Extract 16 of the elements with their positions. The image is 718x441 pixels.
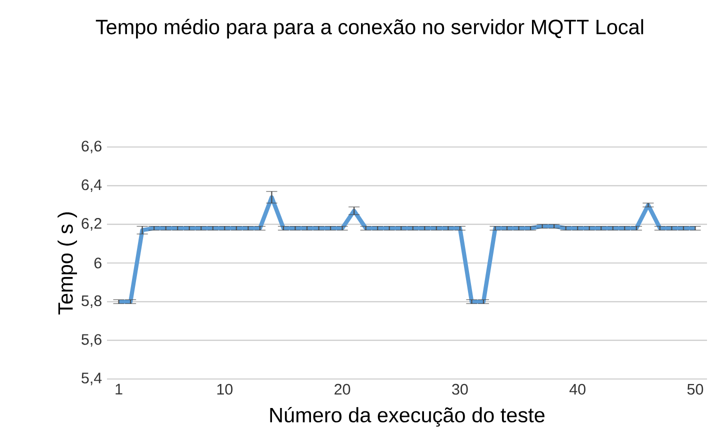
y-tick-label: 6,6 — [82, 140, 102, 154]
x-tick-label: 10 — [217, 384, 233, 395]
y-tick-label: 6,4 — [82, 179, 102, 192]
x-tick-label: 30 — [452, 384, 468, 395]
y-tick-label: 5,6 — [82, 334, 102, 347]
y-tick-label: 6,2 — [82, 218, 102, 231]
x-tick-label: 20 — [334, 384, 350, 395]
y-tick-label: 6 — [94, 258, 102, 268]
x-tick-label: 50 — [687, 384, 704, 395]
y-axis-title: Tempo ( s ) — [58, 212, 77, 314]
chart-title: Tempo médio para para a conexão no servidor MQTT Local — [96, 18, 644, 38]
x-tick-label: 1 — [116, 384, 122, 394]
x-tick-label: 40 — [569, 384, 586, 395]
y-tick-label: 5,4 — [82, 372, 102, 386]
x-axis-title: Número da execução do teste — [270, 406, 544, 427]
y-tick-label: 5,8 — [82, 295, 102, 308]
